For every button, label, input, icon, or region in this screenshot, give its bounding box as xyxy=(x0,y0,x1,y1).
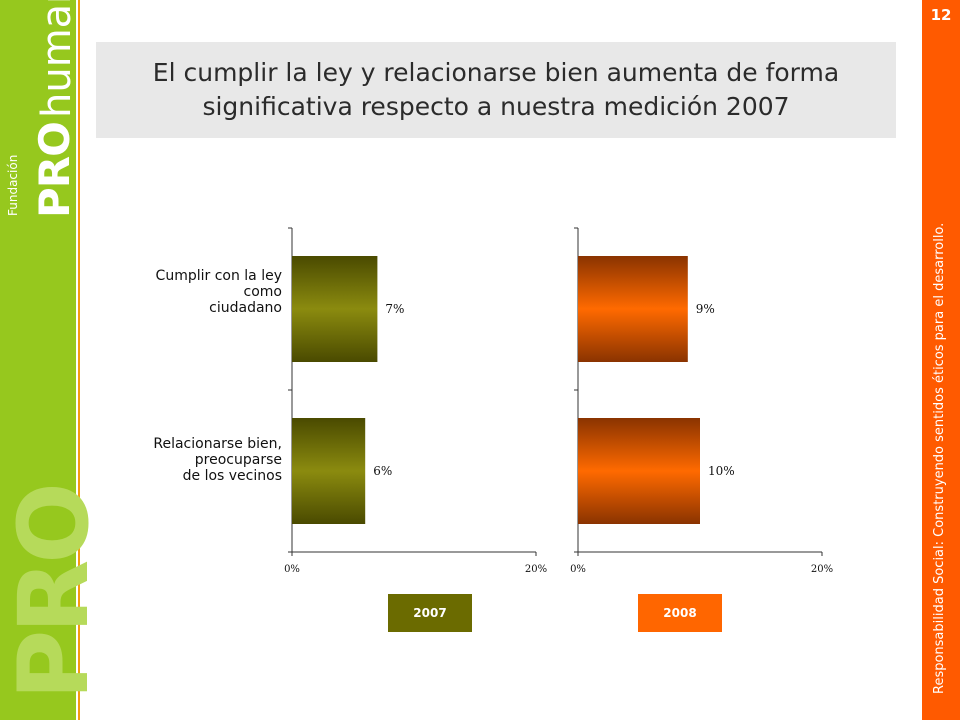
data-label-2007-1: 7% xyxy=(385,302,404,316)
bar-2008-1 xyxy=(578,256,688,362)
bar-2007-2 xyxy=(292,418,366,524)
data-label-2008-1: 9% xyxy=(696,302,715,316)
legend-2008-label: 2008 xyxy=(663,606,697,620)
legend-2007-label: 2007 xyxy=(413,606,447,620)
right-accent-bar xyxy=(922,0,960,720)
legend-2008: 2008 xyxy=(638,594,722,632)
sidebar-divider xyxy=(78,0,80,720)
x-tick-label-1-1: 20% xyxy=(811,564,833,575)
slide-title: El cumplir la ley y relacionarse bien au… xyxy=(152,58,840,121)
x-tick-label-0-0: 0% xyxy=(284,564,300,575)
x-tick-label-1-0: 0% xyxy=(570,564,586,575)
page-number: 12 xyxy=(930,6,952,24)
bar-2008-2 xyxy=(578,418,700,524)
legend-2007: 2007 xyxy=(388,594,472,632)
data-label-2008-2: 10% xyxy=(708,464,735,478)
left-brand-bar xyxy=(0,0,76,720)
bar-2007-1 xyxy=(292,256,378,362)
category-label-1: Cumplir con la ley como ciudadano xyxy=(155,268,282,316)
x-tick-label-0-1: 20% xyxy=(525,564,547,575)
title-box: El cumplir la ley y relacionarse bien au… xyxy=(96,42,896,138)
data-label-2007-2: 6% xyxy=(373,464,392,478)
category-label-2: Relacionarse bien, preocuparse de los ve… xyxy=(153,436,282,484)
